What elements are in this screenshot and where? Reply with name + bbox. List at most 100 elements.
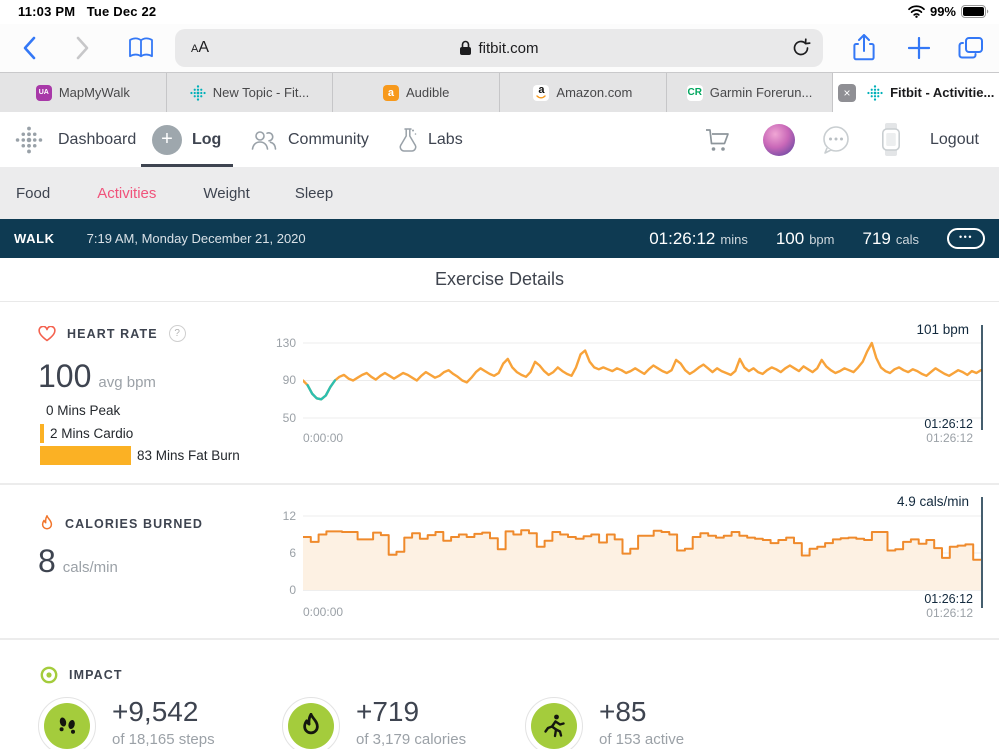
tab-fitbit-active[interactable]: × Fitbit - Activitie... [833,73,999,112]
stat-sub: of 18,165 steps [112,730,215,748]
messages-icon[interactable] [820,124,852,156]
nav-log-active-underline [141,164,233,167]
cal-ytick: 12 [282,509,296,523]
cal-xtick-start: 0:00:00 [303,605,344,619]
subnav-food[interactable]: Food [16,184,51,202]
audible-favicon: a [382,84,399,101]
calories-label: CALORIES BURNED [65,517,204,531]
tab-strip: UA MapMyWalk New Topic - Fit... a Audibl… [0,72,999,112]
device-watch-icon[interactable] [880,123,902,156]
share-icon[interactable] [852,34,876,62]
forward-icon[interactable] [76,36,90,60]
flame-impact-icon [288,703,334,749]
nav-logout[interactable]: Logout [930,130,979,148]
tab-label: Garmin Forerun... [709,85,813,100]
fitbit-nav: Dashboard + Log Community Labs Logout [0,112,999,167]
battery-icon [961,5,989,18]
footprints-icon [44,703,90,749]
url-text: fitbit.com [478,39,539,57]
hr-ytick: 50 [282,411,296,425]
cart-icon[interactable] [704,127,732,153]
reader-button[interactable]: AA [191,39,210,56]
tab-label: Fitbit - Activitie... [890,85,995,100]
help-icon[interactable]: ? [168,325,186,342]
hr-cursor-value: 101 bpm [916,322,969,337]
more-options-icon[interactable]: ••• [947,228,985,249]
fitbit-favicon [867,84,883,101]
close-tab-icon[interactable]: × [838,83,857,102]
heart-rate-header: HEART RATE ? [38,325,186,342]
bookmarks-icon[interactable] [128,37,154,59]
stat-value: +9,542 [112,696,199,727]
calories-chart[interactable] [303,492,985,617]
cal-xtick-end: 01:26:12 [926,606,973,620]
hr-ytick: 130 [275,336,296,350]
back-icon[interactable] [22,36,36,60]
status-time: 11:03 PM [18,4,76,19]
activity-summary-bar: WALK 7:19 AM, Monday December 21, 2020 0… [0,219,999,258]
mapmywalk-favicon: UA [35,84,52,101]
cal-cursor-time: 01:26:12 [924,592,973,606]
status-bar: 11:03 PM Tue Dec 22 99% [0,0,999,24]
fitbit-favicon [190,84,206,101]
activity-datetime: 7:19 AM, Monday December 21, 2020 [86,231,306,246]
hr-xtick-start: 0:00:00 [303,431,344,445]
impact-target-icon [40,666,58,684]
cal-ytick: 6 [289,546,296,560]
hr-ytick: 90 [282,373,296,387]
wifi-icon [908,5,925,18]
zone-cardio: 2 Mins Cardio [40,424,133,443]
cal-ytick: 0 [289,583,296,597]
nav-labs[interactable]: Labs [398,112,463,167]
impact-header: IMPACT [40,666,123,684]
nav-dashboard[interactable]: Dashboard [58,130,137,148]
hr-cursor-time: 01:26:12 [924,417,973,431]
impact-label: IMPACT [69,668,123,682]
status-date: Tue Dec 22 [86,4,157,19]
subnav-weight[interactable]: Weight [203,184,250,202]
impact-stat-steps: +9,542 of 18,165 steps [38,696,215,749]
tab-amazon[interactable]: a Amazon.com [500,73,667,112]
tab-audible[interactable]: a Audible [333,73,501,112]
garmin-favicon: CR [686,84,703,101]
stat-value: +719 [356,696,420,727]
tab-new-topic[interactable]: New Topic - Fit... [166,73,334,112]
fitbit-logo[interactable] [12,126,46,154]
active-icon-ring [525,697,583,749]
stat-sub: of 153 active [599,730,685,748]
subnav-activities[interactable]: Activities [97,184,157,202]
cals-per-min: 8 cals/min [38,543,118,579]
avatar[interactable] [763,124,795,156]
subnav-sleep[interactable]: Sleep [294,184,334,202]
battery-percent: 99% [929,4,956,19]
reload-icon[interactable] [791,38,811,58]
impact-stat-active: +85 of 153 active [525,696,685,749]
tabs-icon[interactable] [958,36,984,60]
zone-bar [40,446,131,465]
nav-community[interactable]: Community [250,112,369,167]
community-icon [251,130,277,150]
amazon-favicon: a [533,84,550,101]
steps-icon-ring [38,697,96,749]
impact-stat-calories: +719 of 3,179 calories [282,696,466,749]
runner-icon [531,703,577,749]
heart-rate-chart[interactable] [303,322,985,442]
activity-type: WALK [14,231,55,246]
tab-mapmywalk[interactable]: UA MapMyWalk [0,73,167,112]
nav-log[interactable]: + Log [152,112,221,167]
url-bar[interactable]: AA fitbit.com [175,29,823,67]
tab-label: MapMyWalk [58,85,130,100]
tab-label: New Topic - Fit... [212,85,310,100]
page-title: Exercise Details [0,258,999,302]
zone-fatburn: 83 Mins Fat Burn [40,446,240,465]
section-divider [0,638,999,640]
zone-peak: 0 Mins Peak [46,403,121,418]
log-subnav: Food Activities Weight Sleep [0,167,999,219]
new-tab-icon[interactable] [908,37,930,59]
stat-value: +85 [599,696,647,727]
tab-garmin[interactable]: CR Garmin Forerun... [666,73,834,112]
status-time-date: 11:03 PM Tue Dec 22 [18,4,156,19]
avg-bpm: 100 avg bpm [38,358,156,394]
cal-cursor-value: 4.9 cals/min [896,494,969,509]
